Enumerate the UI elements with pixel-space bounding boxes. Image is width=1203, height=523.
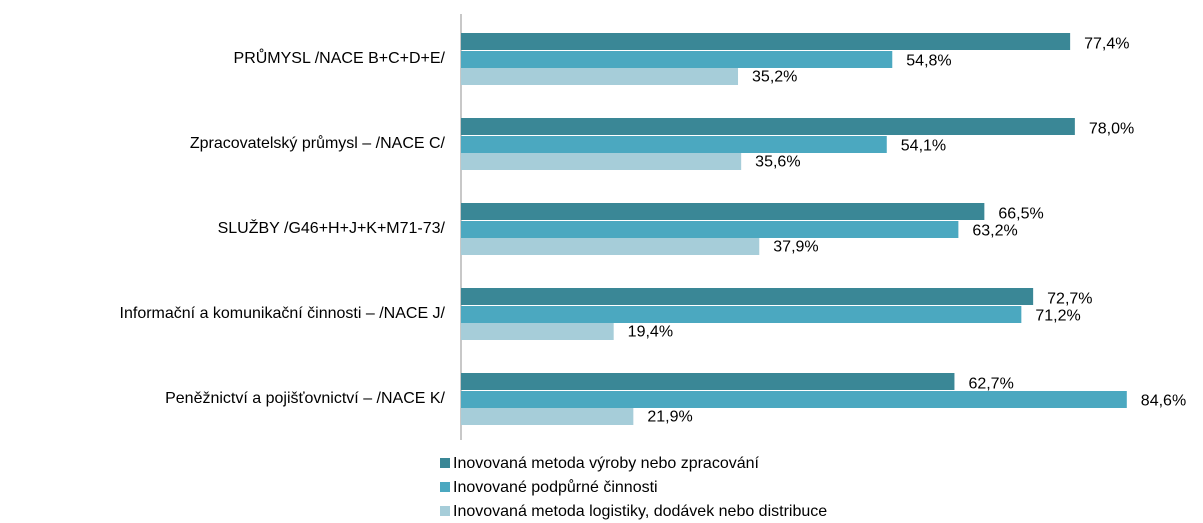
value-label: 77,4%	[1084, 36, 1129, 53]
category-label: SLUŽBY /G46+H+J+K+M71-73/	[218, 218, 446, 237]
legend-swatch	[440, 458, 450, 468]
legend-label: Inovované podpůrné činnosti	[453, 478, 658, 496]
bar	[461, 33, 1071, 50]
category-label: Informační a komunikační činnosti – /NAC…	[120, 305, 446, 322]
bar	[461, 373, 955, 390]
value-label: 37,9%	[773, 239, 818, 256]
value-label: 19,4%	[628, 324, 673, 341]
bar	[461, 203, 985, 220]
legend-label: Inovovaná metoda výroby nebo zpracování	[453, 455, 760, 472]
value-label: 35,6%	[755, 154, 800, 171]
value-label: 54,1%	[901, 138, 946, 155]
bar	[461, 238, 760, 255]
legend-swatch	[440, 482, 450, 492]
bar	[461, 408, 634, 425]
value-label: 54,8%	[906, 53, 951, 70]
bar	[461, 136, 887, 153]
bar	[461, 306, 1022, 323]
bar	[461, 68, 739, 85]
category-label: Zpracovatelský průmysl – /NACE C/	[190, 134, 446, 152]
value-label: 63,2%	[972, 223, 1017, 240]
bar	[461, 221, 959, 238]
legend-swatch	[440, 506, 450, 516]
category-label: Peněžnictví a pojišťovnictví – /NACE K/	[165, 390, 445, 407]
bar	[461, 153, 742, 170]
value-label: 72,7%	[1047, 291, 1092, 308]
bar	[461, 51, 893, 68]
bar	[461, 118, 1075, 135]
value-label: 66,5%	[998, 206, 1043, 223]
value-label: 21,9%	[647, 409, 692, 426]
value-label: 62,7%	[968, 376, 1013, 393]
bar	[461, 323, 614, 340]
value-label: 78,0%	[1089, 121, 1134, 138]
legend-label: Inovovaná metoda logistiky, dodávek nebo…	[453, 503, 827, 520]
bar	[461, 391, 1127, 408]
category-label: PRŮMYSL /NACE B+C+D+E/	[234, 48, 446, 67]
bar	[461, 288, 1034, 305]
value-label: 35,2%	[752, 69, 797, 86]
value-label: 84,6%	[1141, 393, 1186, 410]
value-label: 71,2%	[1035, 308, 1080, 325]
